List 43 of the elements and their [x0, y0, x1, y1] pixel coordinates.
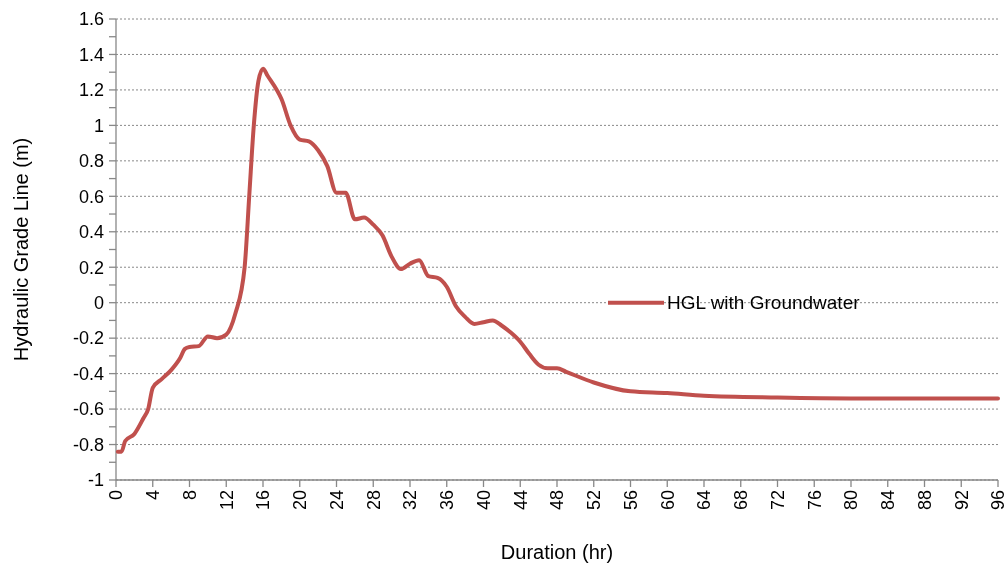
x-axis-title: Duration (hr): [500, 541, 614, 563]
x-tick-label: 72: [767, 490, 788, 511]
line-series: [115, 66, 1000, 454]
x-tick-label: 12: [216, 490, 237, 511]
x-tick-label: 68: [731, 490, 752, 511]
x-tick-label: 16: [253, 490, 274, 511]
y-tick-label: 1: [93, 115, 104, 136]
x-tick-label: 84: [878, 490, 899, 511]
x-tick-label: 60: [657, 490, 678, 511]
x-tick-label: 64: [694, 490, 715, 511]
x-tick-label: 36: [437, 490, 458, 511]
y-tick-label: -1: [87, 470, 104, 491]
y-tick-label: 1.6: [78, 9, 104, 30]
y-axis-title: Hydraulic Grade Line (m): [10, 137, 32, 362]
y-tick-label: 0.8: [78, 151, 104, 172]
x-tick-label: 40: [473, 490, 494, 511]
x-tick-label: 76: [804, 490, 825, 511]
x-tick-label: 96: [988, 490, 1008, 511]
y-tick-label: -0.8: [72, 434, 104, 455]
x-tick-label: 4: [143, 490, 164, 501]
x-tick-label: 24: [326, 490, 347, 511]
x-tick-label: 88: [914, 490, 935, 511]
x-tick-label: 0: [106, 490, 127, 501]
x-tick-label: 56: [620, 490, 641, 511]
x-tick-label: 92: [951, 490, 972, 511]
x-tick-label: 8: [179, 490, 200, 501]
y-tick-label: 0: [93, 292, 104, 313]
x-tick-label: 28: [363, 490, 384, 511]
x-tick-label: 52: [584, 490, 605, 511]
y-tick-label: 0.6: [78, 186, 104, 207]
y-tick-label: 0.4: [78, 222, 104, 243]
legend-label: HGL with Groundwater: [667, 292, 861, 314]
y-tick-label: -0.4: [72, 363, 104, 384]
x-tick-label: 80: [841, 490, 862, 511]
x-tick-label: 48: [547, 490, 568, 511]
x-tick-label: 20: [290, 490, 311, 511]
y-tick-label: -0.2: [72, 328, 104, 349]
y-tick-label: 1.4: [78, 44, 104, 65]
y-tick-label: 1.2: [78, 80, 104, 101]
y-tick-label: -0.6: [72, 399, 104, 420]
y-tick-label: 0.2: [78, 257, 104, 278]
x-tick-label: 32: [400, 490, 421, 511]
x-tick-label: 44: [510, 490, 531, 511]
